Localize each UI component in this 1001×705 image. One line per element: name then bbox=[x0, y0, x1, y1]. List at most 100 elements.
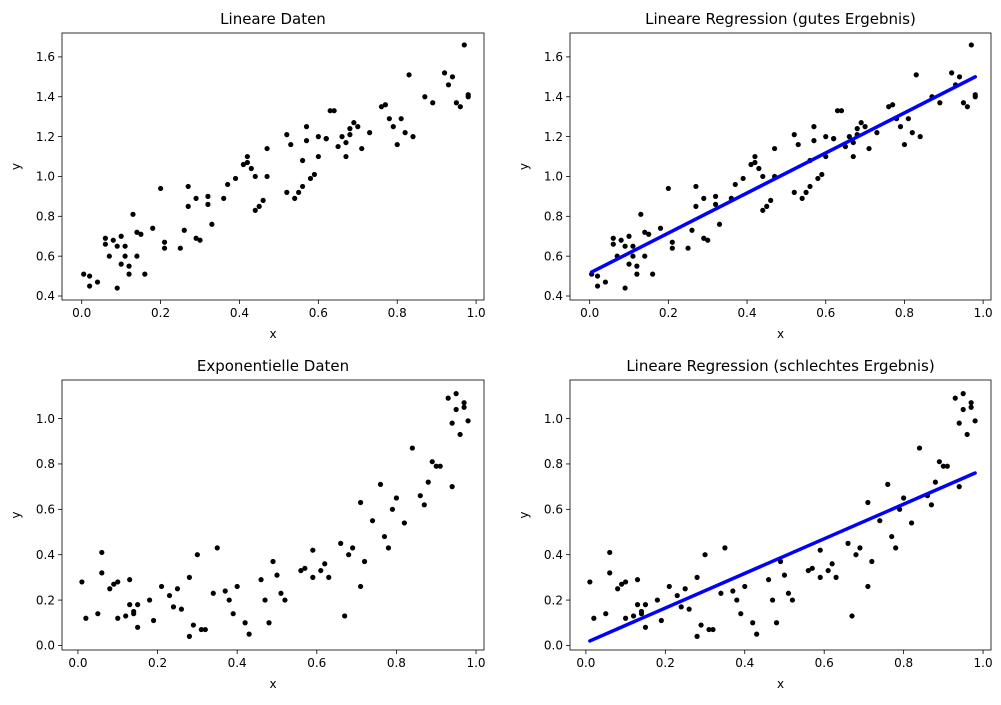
data-point bbox=[765, 577, 772, 583]
data-point bbox=[712, 201, 719, 207]
data-point bbox=[102, 241, 108, 247]
data-point bbox=[626, 233, 632, 239]
axes-frame bbox=[569, 32, 992, 301]
data-point bbox=[756, 165, 762, 172]
data-point bbox=[913, 72, 919, 78]
data-point bbox=[135, 624, 141, 630]
x-tick-label: 0.6 bbox=[307, 656, 326, 670]
data-point bbox=[234, 583, 240, 590]
data-point bbox=[897, 124, 904, 130]
x-tick-label: 0.4 bbox=[738, 306, 757, 320]
data-point bbox=[331, 108, 337, 114]
data-point bbox=[302, 565, 308, 571]
data-point bbox=[350, 545, 356, 551]
data-point bbox=[630, 253, 636, 259]
data-point bbox=[701, 235, 707, 241]
data-point bbox=[964, 431, 970, 438]
data-point bbox=[750, 620, 756, 626]
data-point bbox=[591, 615, 597, 621]
axes-frame bbox=[61, 32, 485, 301]
y-tick-label: 0.6 bbox=[36, 503, 55, 517]
x-tick-label: 0.8 bbox=[387, 656, 406, 670]
data-point bbox=[685, 245, 691, 251]
data-point bbox=[722, 545, 728, 551]
data-point bbox=[99, 549, 105, 556]
y-tick-label: 1.6 bbox=[36, 50, 55, 64]
data-point bbox=[205, 201, 211, 207]
data-point bbox=[315, 153, 321, 160]
data-point bbox=[642, 229, 648, 235]
data-point bbox=[106, 253, 112, 259]
data-point bbox=[453, 391, 459, 397]
data-point bbox=[339, 134, 345, 140]
data-point bbox=[369, 518, 376, 524]
data-point bbox=[769, 597, 776, 603]
data-point bbox=[127, 577, 133, 583]
data-point bbox=[849, 613, 855, 619]
x-tick-label: 0.6 bbox=[816, 306, 835, 320]
data-point bbox=[785, 590, 792, 596]
data-point bbox=[282, 597, 288, 603]
data-point bbox=[202, 626, 208, 633]
data-point bbox=[457, 104, 463, 110]
data-point bbox=[634, 602, 641, 608]
data-point bbox=[937, 100, 943, 106]
data-point bbox=[398, 116, 404, 122]
data-point bbox=[694, 574, 700, 580]
y-tick-label: 0.8 bbox=[544, 210, 563, 224]
data-point bbox=[449, 420, 455, 426]
data-point bbox=[445, 82, 452, 88]
x-tick-label: 0.6 bbox=[815, 656, 834, 670]
data-point bbox=[972, 418, 978, 424]
data-point bbox=[377, 481, 384, 487]
data-point bbox=[665, 185, 671, 192]
x-axis-label: x bbox=[777, 327, 784, 341]
data-point bbox=[964, 104, 970, 110]
regression-line bbox=[588, 471, 977, 643]
x-tick-label: 0.8 bbox=[894, 656, 913, 670]
subplot-linear-data: 0.0 0.2 0.4 0.6 0.8 1.0 0.4 0.6 0.8 1.0 1.2 1.4 1.6 L… bbox=[9, 10, 486, 341]
data-point bbox=[949, 70, 955, 76]
data-point bbox=[889, 533, 895, 540]
data-point bbox=[433, 463, 439, 469]
data-point bbox=[135, 602, 141, 608]
data-point bbox=[453, 100, 459, 106]
data-point bbox=[960, 100, 967, 106]
data-point bbox=[795, 141, 801, 148]
data-point bbox=[401, 520, 407, 526]
subplot-title: Exponentielle Daten bbox=[197, 357, 349, 375]
data-point bbox=[461, 404, 467, 410]
data-point bbox=[177, 245, 183, 251]
data-point bbox=[79, 579, 85, 585]
data-point bbox=[603, 611, 609, 617]
data-point bbox=[457, 431, 463, 438]
data-point bbox=[225, 181, 231, 188]
data-point bbox=[406, 72, 412, 78]
data-point bbox=[952, 395, 958, 401]
data-point bbox=[292, 195, 298, 201]
y-tick-label: 1.0 bbox=[36, 170, 55, 184]
data-point bbox=[809, 565, 815, 571]
data-point bbox=[252, 207, 258, 213]
data-point bbox=[318, 567, 324, 574]
data-point bbox=[150, 617, 157, 624]
x-tick-label: 0.0 bbox=[72, 306, 91, 320]
y-tick-label: 0.0 bbox=[36, 639, 55, 653]
data-point bbox=[857, 545, 863, 551]
data-point bbox=[343, 139, 349, 146]
data-point bbox=[244, 159, 250, 166]
data-point bbox=[693, 183, 699, 190]
data-point bbox=[161, 245, 168, 251]
data-point bbox=[185, 183, 191, 190]
data-point bbox=[94, 279, 101, 285]
data-point bbox=[256, 203, 262, 209]
data-point bbox=[382, 102, 388, 108]
data-point bbox=[760, 207, 766, 213]
data-point bbox=[453, 406, 459, 413]
data-point bbox=[817, 574, 823, 580]
subplot-title: Lineare Regression (schlechtes Ergebnis) bbox=[626, 357, 934, 375]
data-point bbox=[465, 92, 471, 98]
data-point bbox=[367, 130, 373, 136]
data-point bbox=[221, 195, 227, 201]
data-point bbox=[258, 577, 264, 583]
